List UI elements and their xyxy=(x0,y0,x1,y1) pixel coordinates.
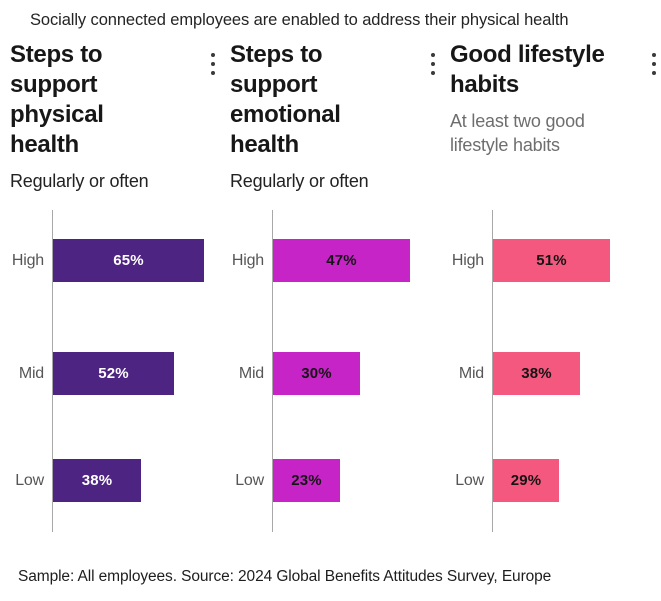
bar-chart-lifestyle-habits: High 51% Mid 38% Low 29% xyxy=(440,206,661,536)
category-label: Low xyxy=(15,472,44,489)
bar: 38% xyxy=(493,352,580,395)
bar-chart-physical-health: High 65% Mid 52% Low 38% xyxy=(0,206,220,536)
bar: 65% xyxy=(53,239,204,282)
category-label: Low xyxy=(455,472,484,489)
page-title: Socially connected employees are enabled… xyxy=(30,11,569,29)
category-label: High xyxy=(231,252,264,269)
bar-value-label: 51% xyxy=(536,252,567,269)
bar-row: Mid 30% xyxy=(220,352,440,395)
bar-value-label: 38% xyxy=(521,365,552,382)
bar-value-label: 30% xyxy=(301,365,332,382)
bar-chart-emotional-health: High 47% Mid 30% Low 23% xyxy=(220,206,440,536)
panel-subtitle: Regularly or often xyxy=(230,171,369,191)
bar: 52% xyxy=(53,352,174,395)
bar-row: High 51% xyxy=(440,239,661,282)
category-label: High xyxy=(11,252,44,269)
category-axis-line xyxy=(272,210,273,532)
panel-title: Good lifestyle habits xyxy=(450,41,605,98)
bar: 23% xyxy=(273,459,340,502)
bar-value-label: 38% xyxy=(81,472,113,489)
bar-value-label: 29% xyxy=(510,472,542,489)
bar-value-label: 52% xyxy=(98,365,129,382)
bar: 38% xyxy=(53,459,141,502)
bar: 47% xyxy=(273,239,410,282)
bar-value-label: 47% xyxy=(326,252,357,269)
panel-header-physical-health: Steps to support physical health Regular… xyxy=(0,38,220,206)
panel-header-emotional-health: Steps to support emotional health Regula… xyxy=(220,38,440,206)
bar: 29% xyxy=(493,459,559,502)
category-label: Mid xyxy=(18,365,44,382)
bar-row: Mid 52% xyxy=(0,352,220,395)
bar-value-label: 65% xyxy=(113,252,144,269)
bar-row: Low 29% xyxy=(440,459,661,502)
kebab-dots-icon xyxy=(211,50,215,77)
panel-title: Steps to support physical health xyxy=(10,41,104,158)
bar-row: Mid 38% xyxy=(440,352,661,395)
bar-row: Low 23% xyxy=(220,459,440,502)
source-note: Sample: All employees. Source: 2024 Glob… xyxy=(18,568,552,585)
bar-row: Low 38% xyxy=(0,459,220,502)
kebab-dots-icon xyxy=(431,50,435,77)
category-axis-line xyxy=(492,210,493,532)
panel-subtitle: At least two good lifestyle habits xyxy=(450,111,585,155)
kebab-dots-icon xyxy=(652,50,656,77)
chart-grid: Steps to support physical health Regular… xyxy=(0,38,661,536)
panel-subtitle: Regularly or often xyxy=(10,171,149,191)
category-label: Mid xyxy=(458,365,484,382)
category-label: High xyxy=(451,252,484,269)
panel-header-lifestyle-habits: Good lifestyle habits At least two good … xyxy=(440,38,661,206)
bar: 30% xyxy=(273,352,360,395)
bar-row: High 47% xyxy=(220,239,440,282)
panel-title: Steps to support emotional health xyxy=(230,41,341,158)
category-label: Mid xyxy=(238,365,264,382)
bar-row: High 65% xyxy=(0,239,220,282)
category-axis-line xyxy=(52,210,53,532)
category-label: Low xyxy=(235,472,264,489)
bar-value-label: 23% xyxy=(291,472,322,489)
bar: 51% xyxy=(493,239,610,282)
